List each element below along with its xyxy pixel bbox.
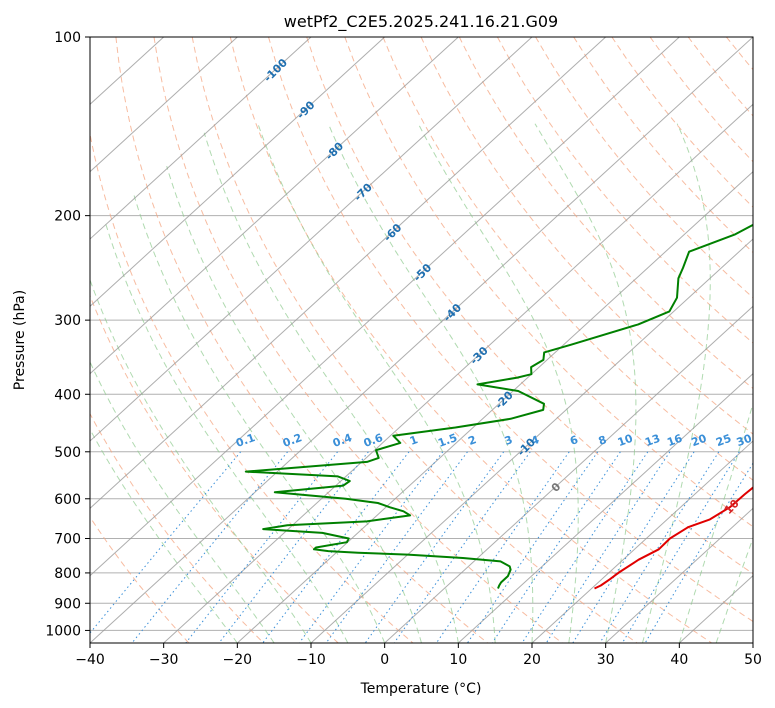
mixing-ratio-label: 4 (529, 433, 541, 448)
y-tick-label: 300 (54, 313, 81, 329)
y-axis-label: Pressure (hPa) (12, 290, 28, 390)
isotherm (605, 507, 753, 643)
x-tick-label: 0 (380, 652, 389, 668)
isotherm (457, 372, 753, 643)
mixing-ratio-label: 6 (568, 433, 580, 448)
data-lines (244, 223, 753, 590)
x-tick-label: −30 (149, 652, 179, 668)
mixing-ratio-line (185, 451, 338, 643)
mixing-ratio-label: 25 (714, 432, 733, 449)
mixing-ratio-line (131, 451, 288, 643)
x-tick-label: −20 (223, 652, 253, 668)
temperature-line (594, 486, 753, 590)
isotherm (90, 37, 607, 510)
moist-adiabat (327, 123, 534, 643)
isotherm (90, 37, 459, 375)
mixing-ratio-line (218, 451, 369, 643)
y-tick-label: 800 (54, 566, 81, 582)
y-tick-label: 600 (54, 492, 81, 508)
mixing-ratio-label: 30 (735, 432, 754, 450)
axis-ticks: −40 −30 −20 −10 0 10 20 30 40 5010020030040050060… (45, 30, 762, 668)
moist-adiabat (90, 278, 312, 643)
dry-adiabat (153, 37, 563, 643)
dry-adiabat (90, 516, 190, 643)
dry-adiabat (90, 294, 339, 643)
moist-adiabat (417, 123, 579, 643)
isotherm (310, 238, 753, 643)
moist-adiabat (534, 123, 637, 643)
mixing-ratio-label: 10 (616, 432, 635, 450)
moist-adiabat (678, 402, 753, 643)
x-tick-label: 10 (449, 652, 467, 668)
dry-adiabat (191, 37, 638, 643)
mixing-ratio-line (572, 451, 695, 643)
dry-adiabat (458, 37, 753, 390)
isotherm (90, 37, 312, 240)
mixing-ratio-line (325, 451, 468, 643)
y-tick-label: 700 (54, 532, 81, 548)
x-tick-label: 40 (670, 652, 688, 668)
x-tick-label: −40 (75, 652, 105, 668)
mixing-ratio-label: 1.5 (436, 431, 459, 450)
x-tick-label: 50 (744, 652, 762, 668)
mixing-ratio-line (491, 451, 621, 643)
dry-adiabat (90, 412, 264, 643)
isotherm (90, 37, 533, 442)
moist-adiabat (133, 195, 386, 643)
mixing-ratio-line (467, 451, 599, 643)
mixing-ratio-label: 0.1 (234, 431, 257, 450)
dry-adiabat (420, 37, 753, 435)
mixing-ratio-line (644, 462, 753, 643)
moist-adiabat (166, 165, 422, 643)
y-tick-label: 1000 (45, 623, 81, 639)
x-tick-label: 30 (597, 652, 615, 668)
background-lines (90, 37, 753, 643)
mixing-ratio-label: 0.2 (281, 431, 304, 450)
mixing-ratio-line (262, 451, 410, 643)
isotherm (90, 37, 238, 173)
mixing-ratio-label: 0.4 (331, 431, 354, 450)
moist-adiabat (90, 360, 275, 643)
mixing-ratio-label: 2 (467, 433, 479, 448)
mixing-ratio-line (521, 451, 649, 643)
isotherm (90, 37, 386, 308)
moist-adiabat (104, 221, 349, 643)
dry-adiabat (268, 37, 753, 623)
mixing-ratio-line (364, 451, 505, 643)
mixing-ratio-label: 8 (597, 433, 609, 448)
mixing-ratio-label: 16 (665, 432, 684, 450)
mixing-ratio-label: 1 (408, 433, 420, 448)
plot-frame (89, 36, 754, 644)
x-axis-label: Temperature (°C) (360, 681, 482, 697)
moist-adiabat (642, 123, 711, 643)
moist-adiabat (203, 132, 459, 643)
dewpoint-line (244, 223, 753, 589)
x-tick-label: 20 (523, 652, 541, 668)
isotherm (163, 103, 753, 643)
isotherm (90, 37, 753, 643)
chart-title: wetPf2_C2E5.2025.241.16.21.G09 (284, 12, 558, 32)
isotherm (384, 305, 753, 643)
mixing-ratio-line (298, 451, 444, 643)
y-tick-label: 100 (54, 30, 81, 46)
y-tick-label: 200 (54, 209, 81, 225)
mixing-ratio-line (545, 451, 671, 643)
y-tick-label: 900 (54, 596, 81, 612)
y-tick-label: 400 (54, 387, 81, 403)
isotherm (531, 440, 753, 643)
mixing-ratio-label: 3 (503, 433, 515, 448)
x-tick-label: −10 (296, 652, 326, 668)
mixing-ratio-label: 13 (643, 432, 662, 449)
y-tick-label: 500 (54, 445, 81, 461)
moist-adiabat (715, 536, 753, 643)
isotherm (90, 37, 680, 577)
mixing-ratio-label: 0.6 (362, 431, 385, 450)
moist-adiabat (257, 123, 496, 643)
mixing-ratio-label: 20 (690, 432, 709, 450)
